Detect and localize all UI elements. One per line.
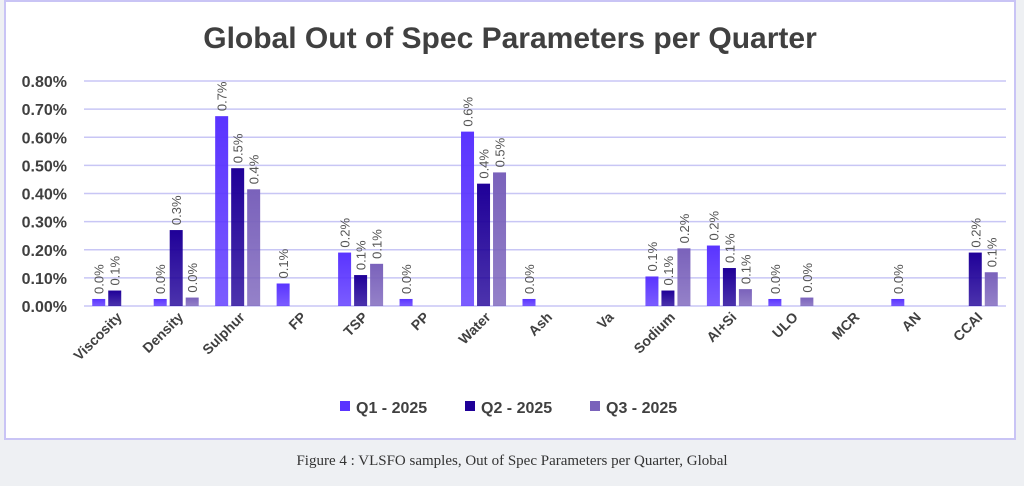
data-label: 0.2% <box>338 217 353 247</box>
y-tick-label: 0.00% <box>22 299 67 316</box>
x-category-label: Viscosity <box>70 309 125 364</box>
data-label: 0.0% <box>800 262 815 292</box>
data-label: 0.2% <box>677 213 692 243</box>
legend-label: Q2 - 2025 <box>481 400 552 417</box>
legend-swatch <box>590 401 600 411</box>
bar-alsi-q3 <box>738 289 752 306</box>
y-tick-label: 0.30% <box>22 215 67 232</box>
x-category-label: CCAI <box>950 309 986 345</box>
data-label: 0.3% <box>169 195 184 225</box>
data-label: 0.5% <box>231 133 246 163</box>
y-tick-label: 0.60% <box>22 130 67 147</box>
bar-ash-q1 <box>522 298 536 306</box>
x-category-label: Sulphur <box>199 308 248 357</box>
bar-sodium-q3 <box>677 248 691 306</box>
legend-label: Q1 - 2025 <box>356 400 427 417</box>
bar-sulphur-q2 <box>231 168 245 306</box>
bar-tsp-q1 <box>338 252 352 306</box>
bar-ulo-q3 <box>800 297 814 306</box>
bar-viscosity-q2 <box>108 290 122 306</box>
x-category-label: Ash <box>525 309 555 339</box>
bar-sodium-q2 <box>661 290 675 306</box>
y-tick-label: 0.10% <box>22 271 67 288</box>
bar-density-q2 <box>169 230 183 306</box>
data-label: 0.4% <box>477 149 492 179</box>
bar-sulphur-q3 <box>247 189 261 306</box>
data-label: 0.2% <box>706 210 721 240</box>
y-tick-label: 0.70% <box>22 102 67 119</box>
bar-fp-q1 <box>276 283 290 306</box>
bar-density-q1 <box>153 298 167 306</box>
legend-swatch <box>465 401 475 411</box>
data-label: 0.0% <box>153 264 168 294</box>
bar-ulo-q1 <box>768 298 782 306</box>
data-label: 0.7% <box>215 81 230 111</box>
data-label: 0.1% <box>722 233 737 263</box>
x-category-label: Al+Si <box>703 309 739 345</box>
x-category-label: Sodium <box>630 309 678 357</box>
x-category-label: ULO <box>769 309 801 341</box>
data-label: 0.5% <box>493 137 508 167</box>
bar-water-q2 <box>477 183 491 306</box>
chart-title: Global Out of Spec Parameters per Quarte… <box>203 22 817 55</box>
x-category-label: FP <box>285 309 309 333</box>
bar-ccai-q3 <box>984 272 998 306</box>
y-tick-label: 0.50% <box>22 158 67 175</box>
y-tick-label: 0.40% <box>22 187 67 204</box>
legend-swatch <box>340 401 350 411</box>
data-label: 0.0% <box>185 262 200 292</box>
data-label: 0.1% <box>370 229 385 259</box>
bar-pp-q1 <box>399 298 413 306</box>
bar-chart: 0.00% 0.10% 0.20% 0.30% 0.40% 0.50% 0.60% 0.70%… <box>22 74 1006 417</box>
y-tick-label: 0.80% <box>22 74 67 91</box>
bar-alsi-q2 <box>722 268 736 306</box>
x-category-label: Water <box>455 308 494 347</box>
data-label: 0.1% <box>354 240 369 270</box>
x-category-label: Density <box>139 309 186 356</box>
data-label: 0.1% <box>276 248 291 278</box>
bar-tsp-q2 <box>354 275 368 306</box>
bar-sulphur-q1 <box>215 116 229 306</box>
data-label: 0.6% <box>461 97 476 127</box>
legend-label: Q3 - 2025 <box>606 400 677 417</box>
data-label: 0.0% <box>522 264 537 294</box>
x-category-label: AN <box>898 309 924 335</box>
x-category-label: PP <box>408 309 433 334</box>
bar-sodium-q1 <box>645 276 659 306</box>
data-label: 0.0% <box>92 264 107 294</box>
data-label: 0.0% <box>399 264 414 294</box>
bar-tsp-q3 <box>370 263 384 306</box>
chart-card: Global Out of Spec Parameters per Quarte… <box>4 0 1016 440</box>
bar-an-q1 <box>891 298 905 306</box>
data-label: 0.1% <box>738 254 753 284</box>
bar-ccai-q2 <box>968 252 982 306</box>
data-label: 0.1% <box>108 255 123 285</box>
bar-water-q1 <box>461 131 475 306</box>
data-label: 0.1% <box>645 241 660 271</box>
bar-density-q3 <box>185 297 199 306</box>
bar-viscosity-q1 <box>92 298 106 306</box>
x-category-label: MCR <box>829 309 863 343</box>
data-label: 0.4% <box>247 154 262 184</box>
figure-caption: Figure 4 : VLSFO samples, Out of Spec Pa… <box>296 453 728 469</box>
data-label: 0.1% <box>661 255 676 285</box>
data-label: 0.2% <box>968 217 983 247</box>
bar-water-q3 <box>493 172 507 306</box>
data-label: 0.1% <box>984 237 999 267</box>
data-label: 0.0% <box>768 264 783 294</box>
data-label: 0.0% <box>891 264 906 294</box>
y-tick-label: 0.20% <box>22 243 67 260</box>
bar-alsi-q1 <box>706 245 720 306</box>
x-category-label: Va <box>594 309 617 332</box>
x-category-label: TSP <box>340 309 371 340</box>
